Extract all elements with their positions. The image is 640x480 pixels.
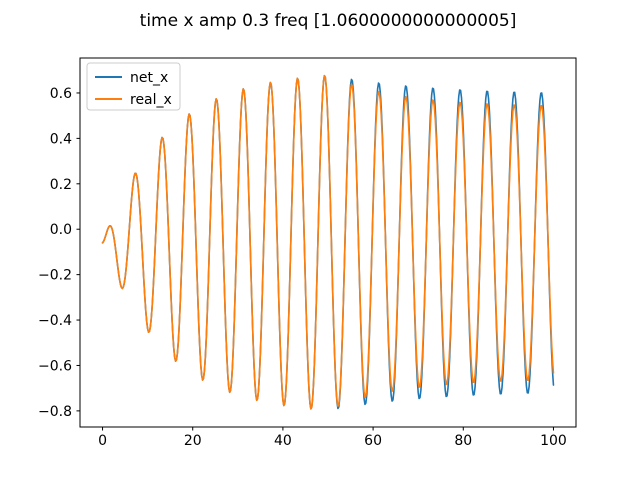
y-tick-label: 0.0 [50, 222, 72, 238]
real-x-line [101, 74, 555, 410]
x-tick-label: 20 [184, 433, 202, 449]
x-tick-label: 100 [540, 433, 567, 449]
y-tick-label: −0.6 [38, 358, 72, 374]
x-tick-label: 40 [274, 433, 292, 449]
x-tick-label: 60 [364, 433, 382, 449]
x-axis: 0 20 40 60 80 100 [98, 427, 567, 449]
y-tick-label: −0.4 [38, 313, 72, 329]
y-tick-label: 0.6 [50, 86, 72, 102]
y-tick-label: 0.2 [50, 177, 72, 193]
axes-frame [79, 57, 577, 428]
y-tick-label: −0.2 [38, 268, 72, 284]
y-tick-label: 0.4 [50, 131, 72, 147]
plot-area [101, 74, 555, 410]
x-tick-label: 80 [454, 433, 472, 449]
legend-net-x-label: net_x [130, 70, 168, 86]
y-axis: 0.6 0.4 0.2 0.0 −0.2 −0.4 −0.6 −0.8 [38, 86, 80, 420]
chart-title: time x amp 0.3 freq [1.0600000000000005] [140, 11, 517, 31]
legend: net_x real_x [86, 62, 181, 111]
x-tick-label: 0 [98, 433, 107, 449]
legend-real-x-label: real_x [130, 92, 172, 108]
y-tick-label: −0.8 [38, 404, 72, 420]
